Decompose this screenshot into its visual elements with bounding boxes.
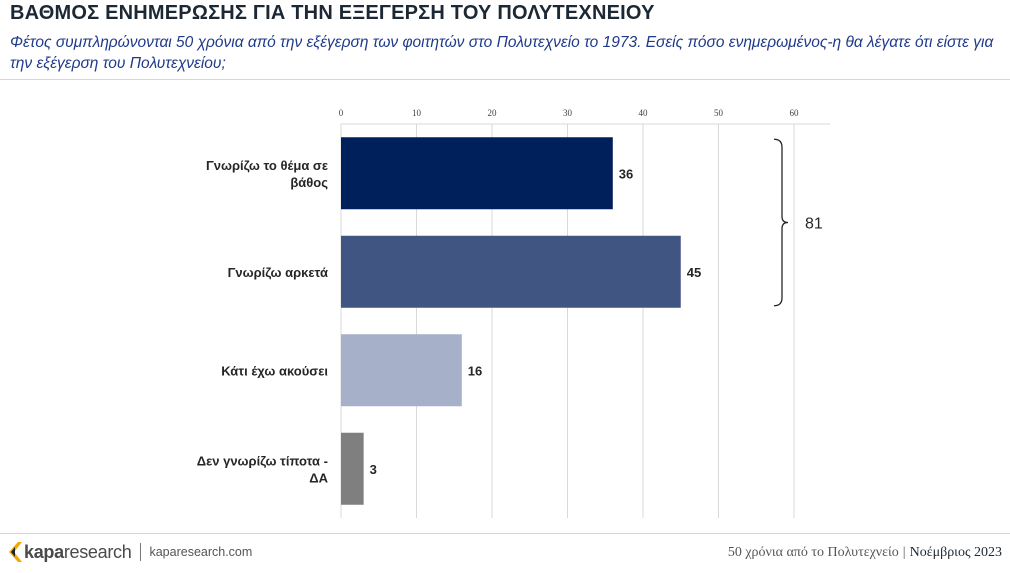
brand-separator: [140, 543, 142, 561]
page-title: ΒΑΘΜΟΣ ΕΝΗΜΕΡΩΣΗΣ ΓΙΑ ΤΗΝ ΕΞΕΓΕΡΣΗ ΤΟΥ Π…: [10, 2, 655, 24]
chart-bars: [341, 137, 681, 505]
x-tick-label-3: 30: [563, 108, 573, 118]
value-label-2: 16: [468, 363, 482, 378]
value-label-3: 3: [370, 462, 377, 477]
x-tick-label-0: 0: [339, 108, 344, 118]
brand-logotype-part-1: kapa: [24, 541, 64, 562]
bar-0: [341, 137, 613, 210]
footer-caption-separator: |: [902, 545, 906, 560]
chart-annotation: 81: [773, 138, 823, 307]
x-tick-label-1: 10: [412, 108, 422, 118]
x-tick-label-4: 40: [639, 108, 649, 118]
chart-x-tick-labels: 0 10 20 30 40 50 60: [339, 108, 799, 118]
category-label-0: Γνωρίζω το θέμα σε βάθος: [206, 158, 328, 190]
footer-website-link[interactable]: kaparesearch.com: [149, 545, 253, 559]
brand-logotype-part-2: research: [63, 541, 132, 562]
bar-1: [341, 235, 681, 308]
bracket-icon: [773, 138, 789, 307]
value-label-1: 45: [687, 265, 701, 280]
chart-category-labels: Γνωρίζω το θέμα σε βάθος Γνωρίζω αρκετά Κάτ…: [197, 158, 329, 486]
x-tick-label-5: 50: [714, 108, 724, 118]
footer-brand: kaparesearch kaparesearch.com: [8, 540, 252, 564]
bar-2: [341, 334, 462, 407]
brand-logotype: kaparesearch: [24, 541, 132, 563]
bar-3: [341, 432, 364, 505]
value-label-0: 36: [619, 166, 633, 181]
category-label-1: Γνωρίζω αρκετά: [228, 265, 328, 280]
header-divider: [0, 79, 1010, 80]
bracket-total-label: 81: [805, 216, 823, 233]
footer-caption-text: 50 χρόνια από το Πολυτεχνείο: [727, 545, 899, 560]
page-subtitle: Φέτος συμπληρώνονται 50 χρόνια από την ε…: [10, 34, 994, 72]
footer-date: Νοέμβριος 2023: [909, 545, 1002, 560]
kapa-logo-mark-icon: [9, 542, 22, 562]
x-tick-label-2: 20: [488, 108, 498, 118]
category-label-3: Δεν γνωρίζω τίποτα -ΔΑ: [197, 453, 329, 485]
chart-value-labels: 36 45 16 3: [370, 166, 702, 477]
category-label-2: Κάτι έχω ακούσει: [221, 363, 328, 378]
footer-divider: [0, 533, 1010, 534]
x-tick-label-6: 60: [790, 108, 800, 118]
footer-caption: 50 χρόνια από το Πολυτεχνείο | Νοέμβριος 2…: [728, 545, 1002, 561]
